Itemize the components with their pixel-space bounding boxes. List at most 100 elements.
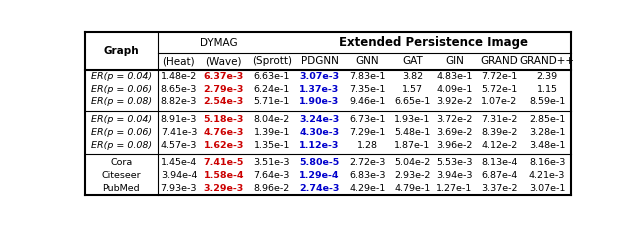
Text: 2.54e-3: 2.54e-3 — [204, 97, 244, 106]
Text: 2.39: 2.39 — [536, 72, 557, 81]
Text: 6.37e-3: 6.37e-3 — [204, 72, 244, 81]
Text: 4.83e-1: 4.83e-1 — [436, 72, 472, 81]
Text: 7.93e-3: 7.93e-3 — [161, 184, 197, 193]
Text: 1.87e-1: 1.87e-1 — [394, 141, 431, 150]
Text: 6.87e-4: 6.87e-4 — [481, 171, 517, 180]
Text: 6.24e-1: 6.24e-1 — [253, 85, 290, 94]
Text: 3.07e-3: 3.07e-3 — [300, 72, 340, 81]
Text: 3.92e-2: 3.92e-2 — [436, 97, 472, 106]
Text: 1.48e-2: 1.48e-2 — [161, 72, 197, 81]
Text: 8.16e-3: 8.16e-3 — [529, 158, 565, 167]
Text: Cora: Cora — [110, 158, 132, 167]
Text: 5.18e-3: 5.18e-3 — [204, 115, 244, 124]
Text: 7.64e-3: 7.64e-3 — [253, 171, 290, 180]
Text: 3.29e-3: 3.29e-3 — [204, 184, 244, 193]
Text: 4.21e-3: 4.21e-3 — [529, 171, 565, 180]
Text: 4.29e-1: 4.29e-1 — [349, 184, 385, 193]
Text: 1.62e-3: 1.62e-3 — [204, 141, 244, 150]
Text: 5.72e-1: 5.72e-1 — [481, 85, 517, 94]
Text: GRAND++: GRAND++ — [520, 56, 575, 66]
Text: 5.04e-2: 5.04e-2 — [394, 158, 431, 167]
Text: 3.82: 3.82 — [402, 72, 423, 81]
Text: 4.79e-1: 4.79e-1 — [394, 184, 431, 193]
Text: 1.93e-1: 1.93e-1 — [394, 115, 431, 124]
Text: 7.31e-2: 7.31e-2 — [481, 115, 518, 124]
Text: 3.94e-3: 3.94e-3 — [436, 171, 472, 180]
Text: ER(p = 0.06): ER(p = 0.06) — [91, 128, 152, 137]
Text: 7.35e-1: 7.35e-1 — [349, 85, 385, 94]
Text: GNN: GNN — [356, 56, 380, 66]
Text: 2.79e-3: 2.79e-3 — [204, 85, 244, 94]
Text: 6.63e-1: 6.63e-1 — [253, 72, 290, 81]
Text: 1.28: 1.28 — [357, 141, 378, 150]
Text: 3.72e-2: 3.72e-2 — [436, 115, 472, 124]
Text: 8.39e-2: 8.39e-2 — [481, 128, 518, 137]
Text: 2.85e-1: 2.85e-1 — [529, 115, 565, 124]
Text: Citeseer: Citeseer — [102, 171, 141, 180]
Text: 4.12e-2: 4.12e-2 — [481, 141, 517, 150]
Text: 1.35e-1: 1.35e-1 — [253, 141, 290, 150]
Text: 1.45e-4: 1.45e-4 — [161, 158, 197, 167]
Text: 4.09e-1: 4.09e-1 — [436, 85, 472, 94]
Text: 1.39e-1: 1.39e-1 — [253, 128, 290, 137]
Text: 8.13e-4: 8.13e-4 — [481, 158, 518, 167]
Text: 7.41e-3: 7.41e-3 — [161, 128, 197, 137]
Text: ER(p = 0.04): ER(p = 0.04) — [91, 115, 152, 124]
Text: 3.48e-1: 3.48e-1 — [529, 141, 565, 150]
Text: 5.71e-1: 5.71e-1 — [253, 97, 290, 106]
Text: 8.04e-2: 8.04e-2 — [253, 115, 290, 124]
Text: 1.37e-3: 1.37e-3 — [300, 85, 340, 94]
Text: 3.69e-2: 3.69e-2 — [436, 128, 472, 137]
Text: 1.15: 1.15 — [536, 85, 557, 94]
Text: PDGNN: PDGNN — [301, 56, 339, 66]
Text: 3.96e-2: 3.96e-2 — [436, 141, 472, 150]
Text: 1.58e-4: 1.58e-4 — [204, 171, 244, 180]
Text: Extended Persistence Image: Extended Persistence Image — [339, 36, 528, 49]
Text: ER(p = 0.08): ER(p = 0.08) — [91, 97, 152, 106]
Text: 1.90e-3: 1.90e-3 — [300, 97, 340, 106]
Text: 1.07e-2: 1.07e-2 — [481, 97, 517, 106]
Text: 5.48e-1: 5.48e-1 — [394, 128, 431, 137]
Text: ER(p = 0.04): ER(p = 0.04) — [91, 72, 152, 81]
Text: 1.27e-1: 1.27e-1 — [436, 184, 472, 193]
Text: ER(p = 0.06): ER(p = 0.06) — [91, 85, 152, 94]
Text: 7.41e-5: 7.41e-5 — [204, 158, 244, 167]
Text: 4.76e-3: 4.76e-3 — [204, 128, 244, 137]
Text: 6.83e-3: 6.83e-3 — [349, 171, 386, 180]
Text: 3.24e-3: 3.24e-3 — [300, 115, 340, 124]
Text: (Sprott): (Sprott) — [252, 56, 292, 66]
Text: GAT: GAT — [402, 56, 422, 66]
Text: Graph: Graph — [104, 46, 140, 56]
Text: 3.07e-1: 3.07e-1 — [529, 184, 565, 193]
Text: 2.72e-3: 2.72e-3 — [349, 158, 385, 167]
Text: 2.93e-2: 2.93e-2 — [394, 171, 431, 180]
Text: 5.80e-5: 5.80e-5 — [300, 158, 340, 167]
Text: 8.82e-3: 8.82e-3 — [161, 97, 197, 106]
Text: 8.96e-2: 8.96e-2 — [253, 184, 290, 193]
Text: (Wave): (Wave) — [205, 56, 242, 66]
Text: 3.94e-4: 3.94e-4 — [161, 171, 197, 180]
Text: 6.73e-1: 6.73e-1 — [349, 115, 385, 124]
Text: 6.65e-1: 6.65e-1 — [394, 97, 431, 106]
Text: 7.83e-1: 7.83e-1 — [349, 72, 385, 81]
Text: 1.12e-3: 1.12e-3 — [300, 141, 340, 150]
Text: 8.91e-3: 8.91e-3 — [161, 115, 197, 124]
Text: 9.46e-1: 9.46e-1 — [349, 97, 385, 106]
Text: 7.72e-1: 7.72e-1 — [481, 72, 517, 81]
Text: PubMed: PubMed — [102, 184, 140, 193]
Text: 5.53e-3: 5.53e-3 — [436, 158, 472, 167]
Text: 8.59e-1: 8.59e-1 — [529, 97, 565, 106]
Text: 2.74e-3: 2.74e-3 — [300, 184, 340, 193]
Text: 8.65e-3: 8.65e-3 — [161, 85, 197, 94]
Text: 1.57: 1.57 — [402, 85, 423, 94]
Text: (Heat): (Heat) — [163, 56, 195, 66]
Text: 3.37e-2: 3.37e-2 — [481, 184, 518, 193]
Text: 4.30e-3: 4.30e-3 — [300, 128, 340, 137]
Text: 3.28e-1: 3.28e-1 — [529, 128, 565, 137]
Text: 3.51e-3: 3.51e-3 — [253, 158, 290, 167]
Text: DYMAG: DYMAG — [200, 38, 237, 47]
Text: GIN: GIN — [445, 56, 464, 66]
Text: ER(p = 0.08): ER(p = 0.08) — [91, 141, 152, 150]
Text: 4.57e-3: 4.57e-3 — [161, 141, 197, 150]
Text: 1.29e-4: 1.29e-4 — [300, 171, 340, 180]
